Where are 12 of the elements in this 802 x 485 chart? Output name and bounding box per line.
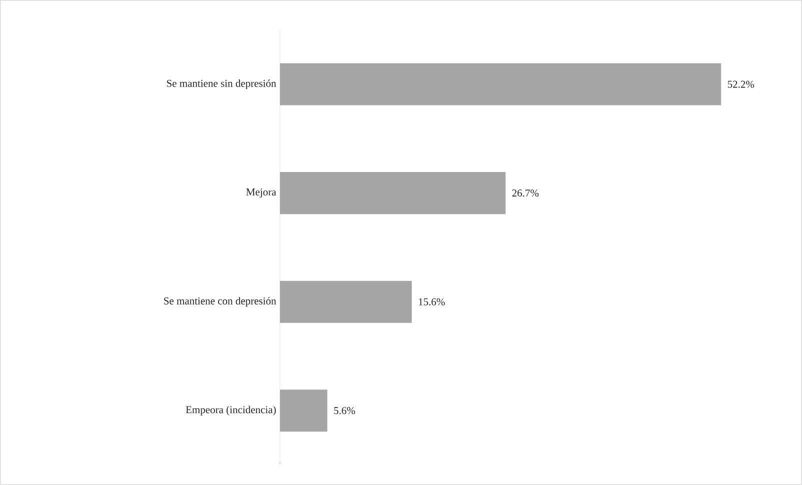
data-label: 26.7% [512, 190, 539, 197]
bar [280, 390, 328, 432]
y-tick-label: Se mantiene con depresión [164, 297, 276, 307]
y-tick-label: Empeora (incidencia) [186, 406, 276, 416]
data-label: 52.2% [728, 80, 754, 88]
bar [280, 172, 506, 214]
y-tick-label: Se mantiene sin depresión [167, 80, 276, 90]
data-label: 5.6% [334, 407, 356, 414]
bar [280, 63, 722, 106]
bar [280, 280, 412, 323]
y-tick-label: Mejora [246, 188, 276, 198]
data-label: 15.6% [418, 298, 445, 306]
